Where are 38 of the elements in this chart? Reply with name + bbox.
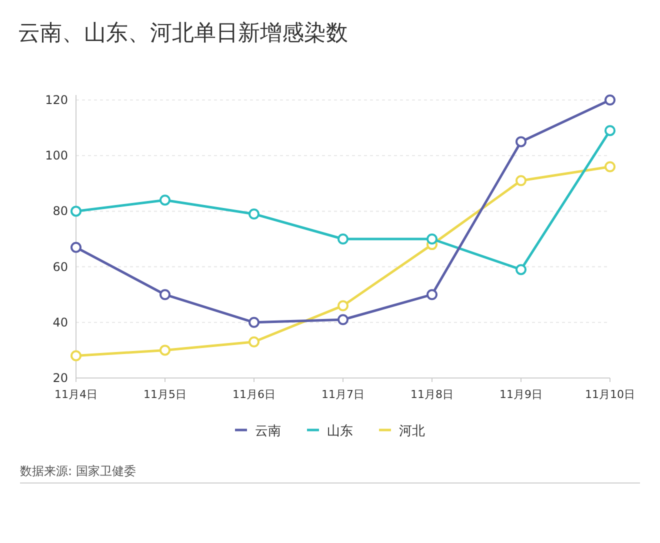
point	[604, 125, 616, 136]
y-tick-label: 100	[45, 148, 68, 163]
x-tick-label: 11月8日	[410, 388, 454, 401]
point	[160, 344, 170, 356]
y-tick-label: 20	[52, 371, 68, 385]
point	[160, 194, 170, 206]
point	[338, 314, 348, 326]
point	[338, 234, 348, 244]
point	[248, 316, 260, 328]
x-tick-label: 11月4日	[54, 388, 98, 401]
point	[516, 264, 526, 276]
point	[426, 289, 438, 300]
point	[248, 336, 260, 348]
point	[160, 289, 170, 300]
x-tick-label: 11月5日	[144, 388, 186, 401]
point	[516, 175, 526, 186]
x-tick-label: 11月6日	[232, 388, 276, 401]
x-tick-label: 11月7日	[322, 388, 364, 401]
x-tick-label: 11月10日	[585, 388, 635, 401]
point	[70, 350, 82, 362]
point	[604, 94, 616, 106]
y-tick-label: 80	[52, 204, 68, 218]
y-tick-label: 40	[52, 315, 68, 330]
legend-label: 云南	[255, 424, 281, 439]
legend-label: 山东	[327, 424, 353, 439]
y-tick-label: 120	[45, 93, 68, 107]
point	[70, 242, 82, 253]
point	[338, 300, 348, 312]
point	[426, 234, 438, 244]
point	[70, 206, 82, 217]
x-tick-label: 11月9日	[500, 388, 542, 401]
y-tick-label: 60	[52, 260, 68, 274]
point	[604, 161, 616, 172]
title: 云南、山东、河北单日新增感染数	[18, 21, 348, 46]
source-note: 数据来源: 国家卫健委	[20, 464, 136, 478]
point	[248, 208, 260, 220]
legend-label: 河北	[399, 424, 425, 439]
point	[516, 136, 526, 148]
